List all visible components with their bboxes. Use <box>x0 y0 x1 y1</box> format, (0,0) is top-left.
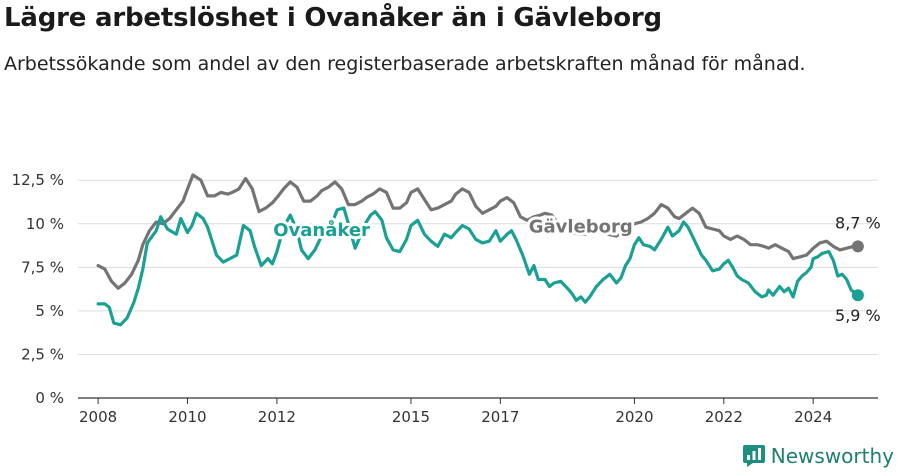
x-tick-label: 2012 <box>258 408 296 426</box>
chart-title: Lägre arbetslöshet i Ovanåker än i Gävle… <box>4 3 662 33</box>
x-tick-label: 2024 <box>794 408 832 426</box>
series-lines <box>96 173 864 327</box>
x-tick-label: 2008 <box>79 408 117 426</box>
y-tick-label: 0 % <box>35 389 64 407</box>
y-tick-label: 7,5 % <box>21 258 64 276</box>
y-grid: 0 % 2,5 % 5 % 7,5 % 10 % 12,5 % <box>12 171 878 407</box>
x-tick-label: 2022 <box>705 408 743 426</box>
series-label-halo: Gävleborg <box>529 216 633 237</box>
end-value-label: 8,7 % <box>835 213 881 232</box>
x-tick-label: 2017 <box>481 408 519 426</box>
end-point-marker <box>851 289 864 302</box>
end-value-label: 5,9 % <box>835 306 881 325</box>
x-axis: 2008 2010 2012 2015 2017 2020 2022 2024 <box>79 398 832 426</box>
y-tick-label: 10 % <box>26 215 64 233</box>
newsworthy-logo: Newsworthy <box>742 444 894 468</box>
series-label: Ovanåker <box>273 219 370 241</box>
x-tick-label: 2020 <box>615 408 653 426</box>
x-tick-label: 2010 <box>168 408 206 426</box>
brand-name: Newsworthy <box>770 444 894 468</box>
end-point-marker <box>851 240 864 253</box>
series-label-halo: Ovanåker <box>273 219 370 241</box>
chart-subtitle: Arbetssökande som andel av den registerb… <box>4 53 806 75</box>
y-tick-label: 12,5 % <box>12 171 64 189</box>
y-tick-label: 2,5 % <box>21 345 64 363</box>
bar-chart-icon <box>742 445 765 467</box>
y-tick-label: 5 % <box>35 302 64 320</box>
series-label: Gävleborg <box>529 216 633 237</box>
series-line-ovanaker <box>96 206 860 327</box>
series-line-gavleborg <box>96 173 860 290</box>
x-tick-label: 2015 <box>392 408 430 426</box>
